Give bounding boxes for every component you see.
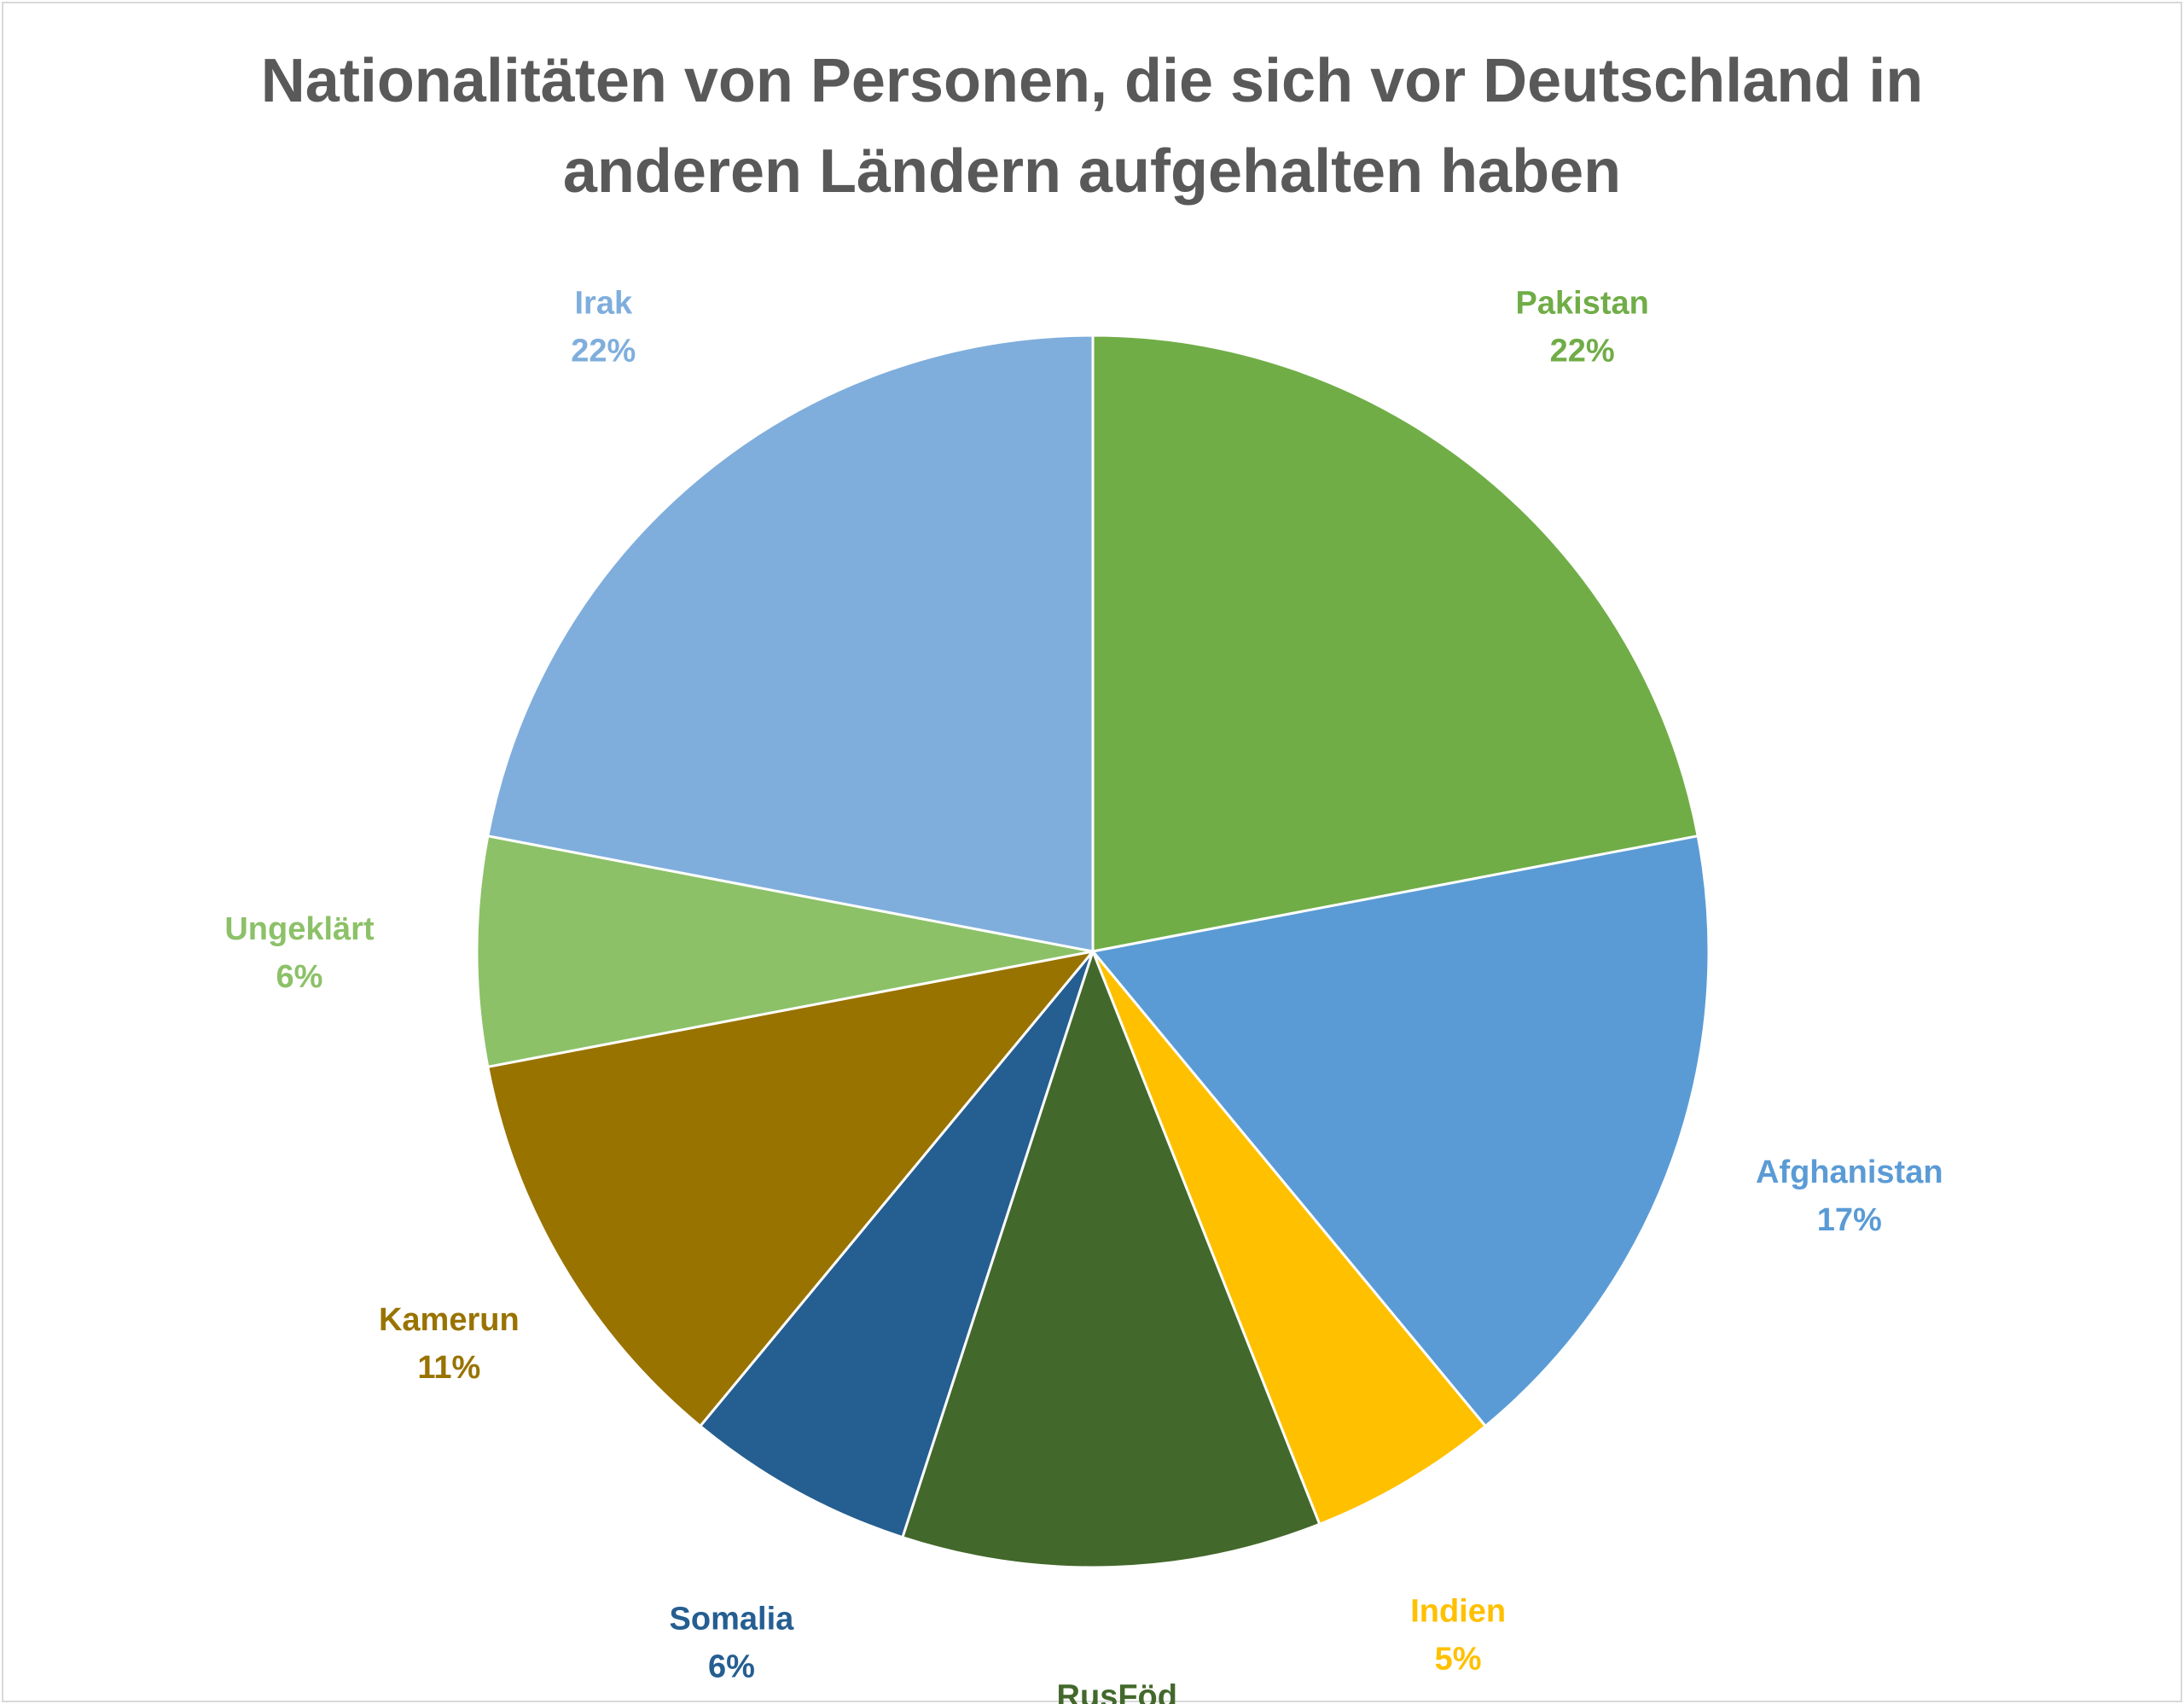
data-label-percent: 6% xyxy=(276,959,323,995)
data-label-irak: Irak 22% xyxy=(571,286,636,369)
data-label-afghanistan: Afghanistan 17% xyxy=(1756,1154,1943,1238)
data-label-percent: 22% xyxy=(571,334,636,369)
data-label-rusfoed: RusFöd11% xyxy=(1057,1679,1177,1704)
data-label-percent: 5% xyxy=(1435,1642,1482,1678)
data-label-kamerun: Kamerun 11% xyxy=(379,1302,520,1386)
data-label-category: Irak xyxy=(575,286,633,322)
data-label-indien: Indien 5% xyxy=(1410,1594,1506,1678)
pie-slice-pakistan xyxy=(1091,334,1699,953)
data-label-category: RusFöd xyxy=(1057,1679,1177,1704)
pie-slice-ungeklaert xyxy=(475,834,1094,1069)
data-label-category: Indien xyxy=(1410,1594,1506,1630)
data-label-category: Ungeklärt xyxy=(224,911,375,947)
data-label-category: Pakistan xyxy=(1516,286,1649,322)
data-label-category: Kamerun xyxy=(379,1302,520,1338)
pie-slice-somalia xyxy=(698,951,1095,1539)
data-label-percent: 11% xyxy=(417,1350,480,1386)
pie-slice-irak xyxy=(486,334,1095,953)
data-label-somalia: Somalia 6% xyxy=(670,1602,795,1685)
data-label-category: Somalia xyxy=(670,1602,795,1637)
pie-slice-indien xyxy=(1091,951,1488,1527)
chart-title-line-2: anderen Ländern aufgehalten haben xyxy=(562,137,1622,206)
pie-slice-kamerun xyxy=(486,949,1096,1428)
data-label-ungeklaert: Ungeklärt 6% xyxy=(224,911,375,995)
data-label-pakistan: Pakistan 22% xyxy=(1516,286,1649,369)
data-label-percent: 17% xyxy=(1817,1202,1882,1238)
chart-title-line-1: Nationalitäten von Personen, die sich vo… xyxy=(260,47,1924,115)
pie-data-labels: Pakistan22%Afghanistan17%Indien5%RusFöd1… xyxy=(224,286,1943,1704)
data-label-percent: 6% xyxy=(708,1649,755,1685)
data-label-percent: 22% xyxy=(1550,334,1615,369)
pie-slice-rusfoed xyxy=(900,947,1321,1569)
data-label-category: Afghanistan xyxy=(1756,1154,1943,1190)
chart-title: Nationalitäten von Personen, die sich vo… xyxy=(0,36,2184,217)
pie-slice-afghanistan xyxy=(1090,834,1711,1428)
pie-slices xyxy=(475,334,1711,1569)
